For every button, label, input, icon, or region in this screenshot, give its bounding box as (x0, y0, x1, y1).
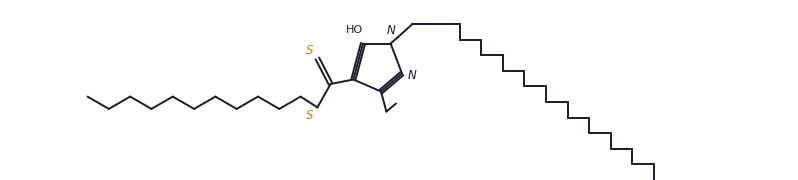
Text: HO: HO (346, 25, 363, 35)
Text: N: N (387, 24, 396, 37)
Text: S: S (306, 109, 314, 122)
Text: N: N (408, 69, 416, 82)
Text: S: S (306, 44, 314, 57)
